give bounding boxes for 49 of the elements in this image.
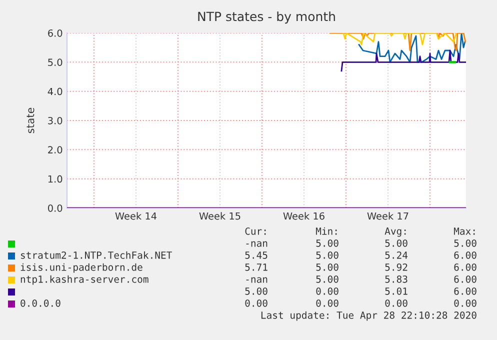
text: 5.00	[385, 239, 408, 247]
text: Max:	[454, 228, 475, 235]
legend-label: isis.uni-paderborn.de	[20, 263, 142, 273]
y-tick-label: 6.0	[48, 29, 62, 37]
x-tick-label: Week 15	[199, 212, 240, 220]
x-tick-label: Week 17	[367, 212, 408, 220]
text: 5.00	[316, 239, 338, 247]
legend-label: ntp1.kashra-server.com	[20, 275, 148, 285]
text: Avg:	[384, 228, 406, 237]
text: 5.24	[385, 251, 408, 259]
legend-label: 0.0.0.0	[20, 299, 60, 307]
text: 5.71	[245, 264, 268, 271]
text: 6.00	[454, 275, 476, 283]
x-tick-label: Week 16	[283, 212, 324, 220]
y-tick-label: 2.0	[48, 146, 62, 154]
text: 6.00	[454, 263, 476, 271]
text: 5.00	[245, 287, 268, 295]
text: -nan	[246, 241, 268, 247]
y-tick-label: 0.0	[48, 204, 62, 212]
text: 0.00	[316, 299, 338, 307]
text: Min:	[316, 227, 337, 235]
text: 6.00	[454, 287, 476, 295]
y-tick-label: 3.0	[48, 116, 62, 124]
text: 0.00	[245, 299, 268, 307]
y-tick-label: 4.0	[48, 88, 62, 96]
y-axis-title: state	[26, 108, 34, 134]
text: 5.92	[385, 263, 408, 271]
text: 5.01	[385, 287, 408, 295]
text: 0.00	[454, 299, 476, 307]
y-tick-label: 1.0	[48, 175, 62, 183]
text: 5.00	[454, 239, 476, 247]
text: 5.00	[316, 251, 338, 259]
y-tick-label: 5.0	[48, 58, 62, 66]
line-series	[340, 50, 466, 72]
text: 5.45	[245, 252, 268, 259]
text: 6.00	[454, 251, 476, 259]
text: -nan	[246, 277, 268, 283]
line-series	[342, 33, 458, 46]
chart-title: NTP states - by month	[198, 12, 335, 24]
text: Cur:	[245, 227, 266, 235]
text: Last update: Tue Apr 28 22:10:28 2020	[261, 311, 476, 321]
text: 5.00	[316, 263, 338, 271]
x-tick-label: Week 14	[115, 212, 157, 220]
text: 0.00	[316, 287, 338, 295]
text: 0.00	[385, 299, 408, 307]
text: 5.00	[316, 275, 338, 283]
legend-label: stratum2-1.NTP.TechFak.NET	[21, 251, 172, 259]
text: 5.83	[385, 275, 408, 283]
line-series	[358, 33, 466, 63]
